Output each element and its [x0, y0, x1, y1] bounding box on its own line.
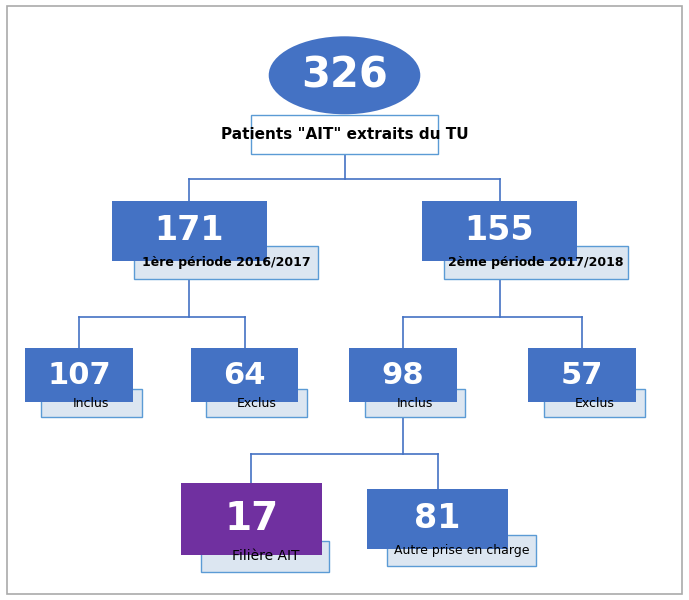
FancyBboxPatch shape — [422, 200, 577, 262]
Text: 171: 171 — [155, 214, 224, 247]
Text: Autre prise en charge: Autre prise en charge — [394, 544, 529, 557]
FancyBboxPatch shape — [41, 389, 142, 418]
FancyBboxPatch shape — [251, 115, 438, 154]
FancyBboxPatch shape — [349, 347, 457, 402]
Text: 1ère période 2016/2017: 1ère période 2016/2017 — [142, 256, 310, 269]
Text: 107: 107 — [48, 361, 111, 389]
Text: 326: 326 — [301, 55, 388, 97]
Text: 17: 17 — [225, 500, 278, 538]
Text: 64: 64 — [223, 361, 266, 389]
Text: Exclus: Exclus — [575, 397, 614, 410]
FancyBboxPatch shape — [191, 347, 298, 402]
Text: Inclus: Inclus — [397, 397, 433, 410]
Text: 98: 98 — [382, 361, 424, 389]
Text: Patients "AIT" extraits du TU: Patients "AIT" extraits du TU — [220, 127, 469, 142]
Ellipse shape — [269, 36, 420, 115]
FancyBboxPatch shape — [112, 200, 267, 262]
FancyBboxPatch shape — [134, 246, 318, 280]
FancyBboxPatch shape — [387, 535, 536, 566]
FancyBboxPatch shape — [207, 389, 307, 418]
FancyBboxPatch shape — [444, 246, 628, 280]
FancyBboxPatch shape — [367, 488, 508, 550]
Text: 81: 81 — [414, 503, 461, 535]
Text: Inclus: Inclus — [73, 397, 110, 410]
FancyBboxPatch shape — [201, 541, 329, 572]
Text: 155: 155 — [464, 214, 535, 247]
FancyBboxPatch shape — [181, 482, 322, 556]
FancyBboxPatch shape — [365, 389, 466, 418]
FancyBboxPatch shape — [25, 347, 133, 402]
Text: Exclus: Exclus — [237, 397, 276, 410]
Text: 57: 57 — [561, 361, 604, 389]
FancyBboxPatch shape — [544, 389, 644, 418]
FancyBboxPatch shape — [528, 347, 636, 402]
Text: Filière AIT: Filière AIT — [232, 549, 299, 563]
Text: 2ème période 2017/2018: 2ème période 2017/2018 — [449, 256, 624, 269]
